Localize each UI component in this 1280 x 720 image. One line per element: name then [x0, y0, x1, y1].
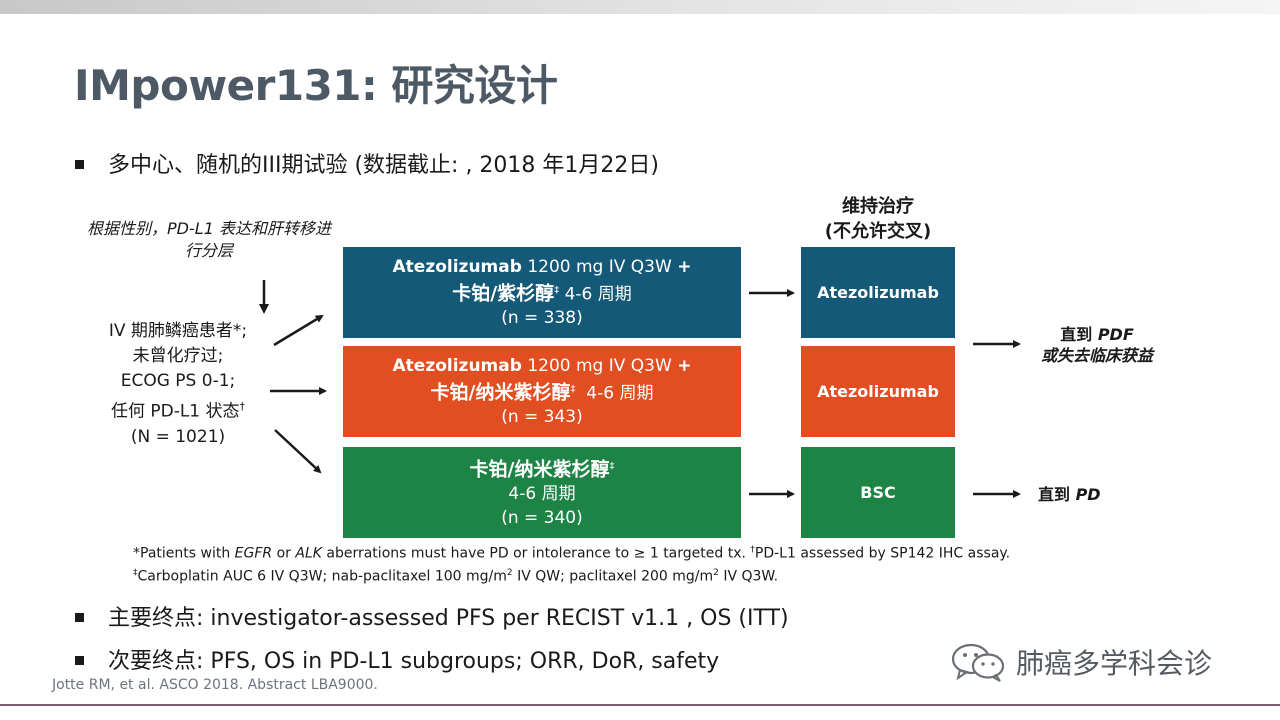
stratification-note: 根据性别，PD-L1 表达和肝转移进行分层: [87, 219, 331, 260]
citation: Jotte RM, et al. ASCO 2018. Abstract LBA…: [52, 677, 378, 693]
maintenance-header: 维持治疗 (不允许交叉): [795, 194, 961, 244]
arm-1-line-1: Atezolizumab 1200 mg IV Q3W +: [343, 255, 741, 279]
outcome-bottom: 直到 PD: [1038, 484, 1101, 505]
secondary-label: 次要终点: [108, 649, 197, 674]
fn2-ddagger: ‡: [133, 568, 138, 578]
arm-3-n: (n = 340): [501, 508, 583, 529]
fn1-dagger: †: [750, 545, 755, 555]
wechat-icon: [951, 643, 1005, 682]
arm-3-sup: ‡: [609, 460, 615, 472]
arm-1-n: (n = 338): [501, 308, 583, 329]
arm-3-combo: 卡铂/纳米紫杉醇: [469, 458, 610, 481]
arm-2-drug: Atezolizumab: [392, 355, 522, 376]
top-decor-bar: [0, 0, 1280, 14]
fn2-sq1: 2: [506, 568, 513, 578]
patient-population: IV 期肺鳞癌患者*; 未曾化疗过; ECOG PS 0-1; 任何 PD-L1…: [60, 319, 296, 450]
footnote-2: ‡Carboplatin AUC 6 IV Q3W; nab-paclitaxe…: [133, 568, 778, 585]
patient-line-2: 未曾化疗过;: [132, 346, 224, 366]
patient-line-4-text: 任何 PD-L1 状态: [110, 401, 240, 422]
arm-2-sup: ‡: [570, 383, 576, 395]
bullet-primary: 主要终点: investigator-assessed PFS per RECI…: [75, 600, 789, 632]
arm-1-plus: +: [677, 256, 692, 277]
maintenance-header-line-1: 维持治疗: [842, 196, 914, 217]
arm-3-line-1: 卡铂/纳米紫杉醇‡: [343, 455, 741, 483]
fn1-egfr: EGFR: [234, 545, 273, 562]
arm-3-cycles: 4-6 周期: [508, 484, 576, 505]
arm-1-cycles: 4-6 周期: [559, 284, 632, 305]
outcome-top: 直到 PDF 或失去临床获益: [1022, 324, 1172, 366]
patient-line-1: IV 期肺鳞癌患者*;: [108, 321, 248, 341]
primary-label: 主要终点: [108, 606, 197, 631]
arm-2-line-1: Atezolizumab 1200 mg IV Q3W +: [343, 354, 741, 378]
bottom-divider: [0, 704, 1280, 706]
bullet-marker: [75, 655, 84, 665]
patient-line-5: (N = 1021): [130, 426, 226, 447]
patient-line-3: ECOG PS 0-1;: [120, 371, 236, 391]
bullet-marker: [75, 612, 84, 622]
watermark-text: 肺癌多学科会诊: [1016, 647, 1213, 680]
arm-2-box: Atezolizumab 1200 mg IV Q3W + 卡铂/纳米紫杉醇‡ …: [343, 346, 741, 437]
arm-2-dose: 1200 mg IV Q3W: [521, 355, 678, 376]
arrow-right-icon: [273, 314, 324, 347]
fn1-alk: ALK: [295, 545, 322, 562]
outcome-top-until: 直到: [1060, 325, 1098, 344]
bullet-design: 多中心、随机的III期试验 (数据截止: , 2018 年1月22日): [75, 147, 659, 179]
fn1-a: *Patients with: [133, 545, 235, 562]
fn2-b: Carboplatin AUC 6 IV Q3W; nab-paclitaxel…: [137, 568, 507, 585]
outcome-top-line-2: 或失去临床获益: [1040, 346, 1153, 365]
outcome-bottom-until: 直到: [1038, 485, 1076, 504]
fn2-sq2: 2: [713, 568, 719, 578]
fn1-e: aberrations must have PD or intolerance …: [321, 545, 751, 562]
watermark: 肺癌多学科会诊: [950, 642, 1212, 682]
bullet-secondary: 次要终点: PFS, OS in PD-L1 subgroups; ORR, D…: [75, 643, 719, 675]
arrow-right-icon: [274, 429, 322, 474]
slide-title: IMpower131: 研究设计: [74, 61, 558, 110]
patient-line-4: 任何 PD-L1 状态†: [60, 394, 296, 425]
fn2-f: IV Q3W.: [718, 568, 779, 585]
arm-2-n: (n = 343): [501, 407, 583, 428]
arm-1-dose: 1200 mg IV Q3W: [521, 256, 678, 277]
arm-1-line-2: 卡铂/紫杉醇‡ 4-6 周期: [343, 279, 741, 307]
bullet-design-text: 多中心、随机的III期试验 (数据截止: , 2018 年1月22日): [108, 153, 659, 178]
fn1-c: or: [272, 545, 296, 562]
outcome-top-line-1: 直到 PDF: [1022, 324, 1172, 345]
secondary-text: : PFS, OS in PD-L1 subgroups; ORR, DoR, …: [196, 649, 720, 674]
arm-2-plus: +: [677, 355, 692, 376]
arm-1-box: Atezolizumab 1200 mg IV Q3W + 卡铂/紫杉醇‡ 4-…: [343, 247, 741, 338]
arrow-down-icon: [259, 280, 269, 314]
primary-text: : investigator-assessed PFS per RECIST v…: [196, 606, 789, 631]
arm-2-combo: 卡铂/纳米紫杉醇: [430, 381, 571, 404]
arm-2-cycles: 4-6 周期: [575, 383, 654, 404]
arm-1-drug: Atezolizumab: [392, 256, 522, 277]
arm-2-maintenance: Atezolizumab: [801, 346, 955, 437]
arm-3-box: 卡铂/纳米紫杉醇‡ 4-6 周期 (n = 340): [343, 447, 741, 538]
arm-1-combo: 卡铂/紫杉醇: [452, 282, 555, 305]
dagger-mark: †: [239, 400, 246, 413]
fn2-d: IV QW; paclitaxel 200 mg/m: [512, 568, 714, 585]
maintenance-header-line-2: (不允许交叉): [824, 221, 932, 242]
arm-3-maintenance: BSC: [801, 447, 955, 538]
outcome-top-pdf: PDF: [1097, 325, 1134, 344]
bullet-marker: [75, 159, 84, 169]
arm-1-sup: ‡: [554, 284, 560, 296]
footnote-1: *Patients with EGFR or ALK aberrations m…: [133, 545, 1010, 562]
arm-2-line-2: 卡铂/纳米紫杉醇‡ 4-6 周期: [343, 378, 741, 406]
arm-1-maintenance: Atezolizumab: [801, 247, 955, 338]
outcome-bottom-pd: PD: [1075, 485, 1101, 504]
fn1-g: PD-L1 assessed by SP142 IHC assay.: [754, 545, 1011, 562]
